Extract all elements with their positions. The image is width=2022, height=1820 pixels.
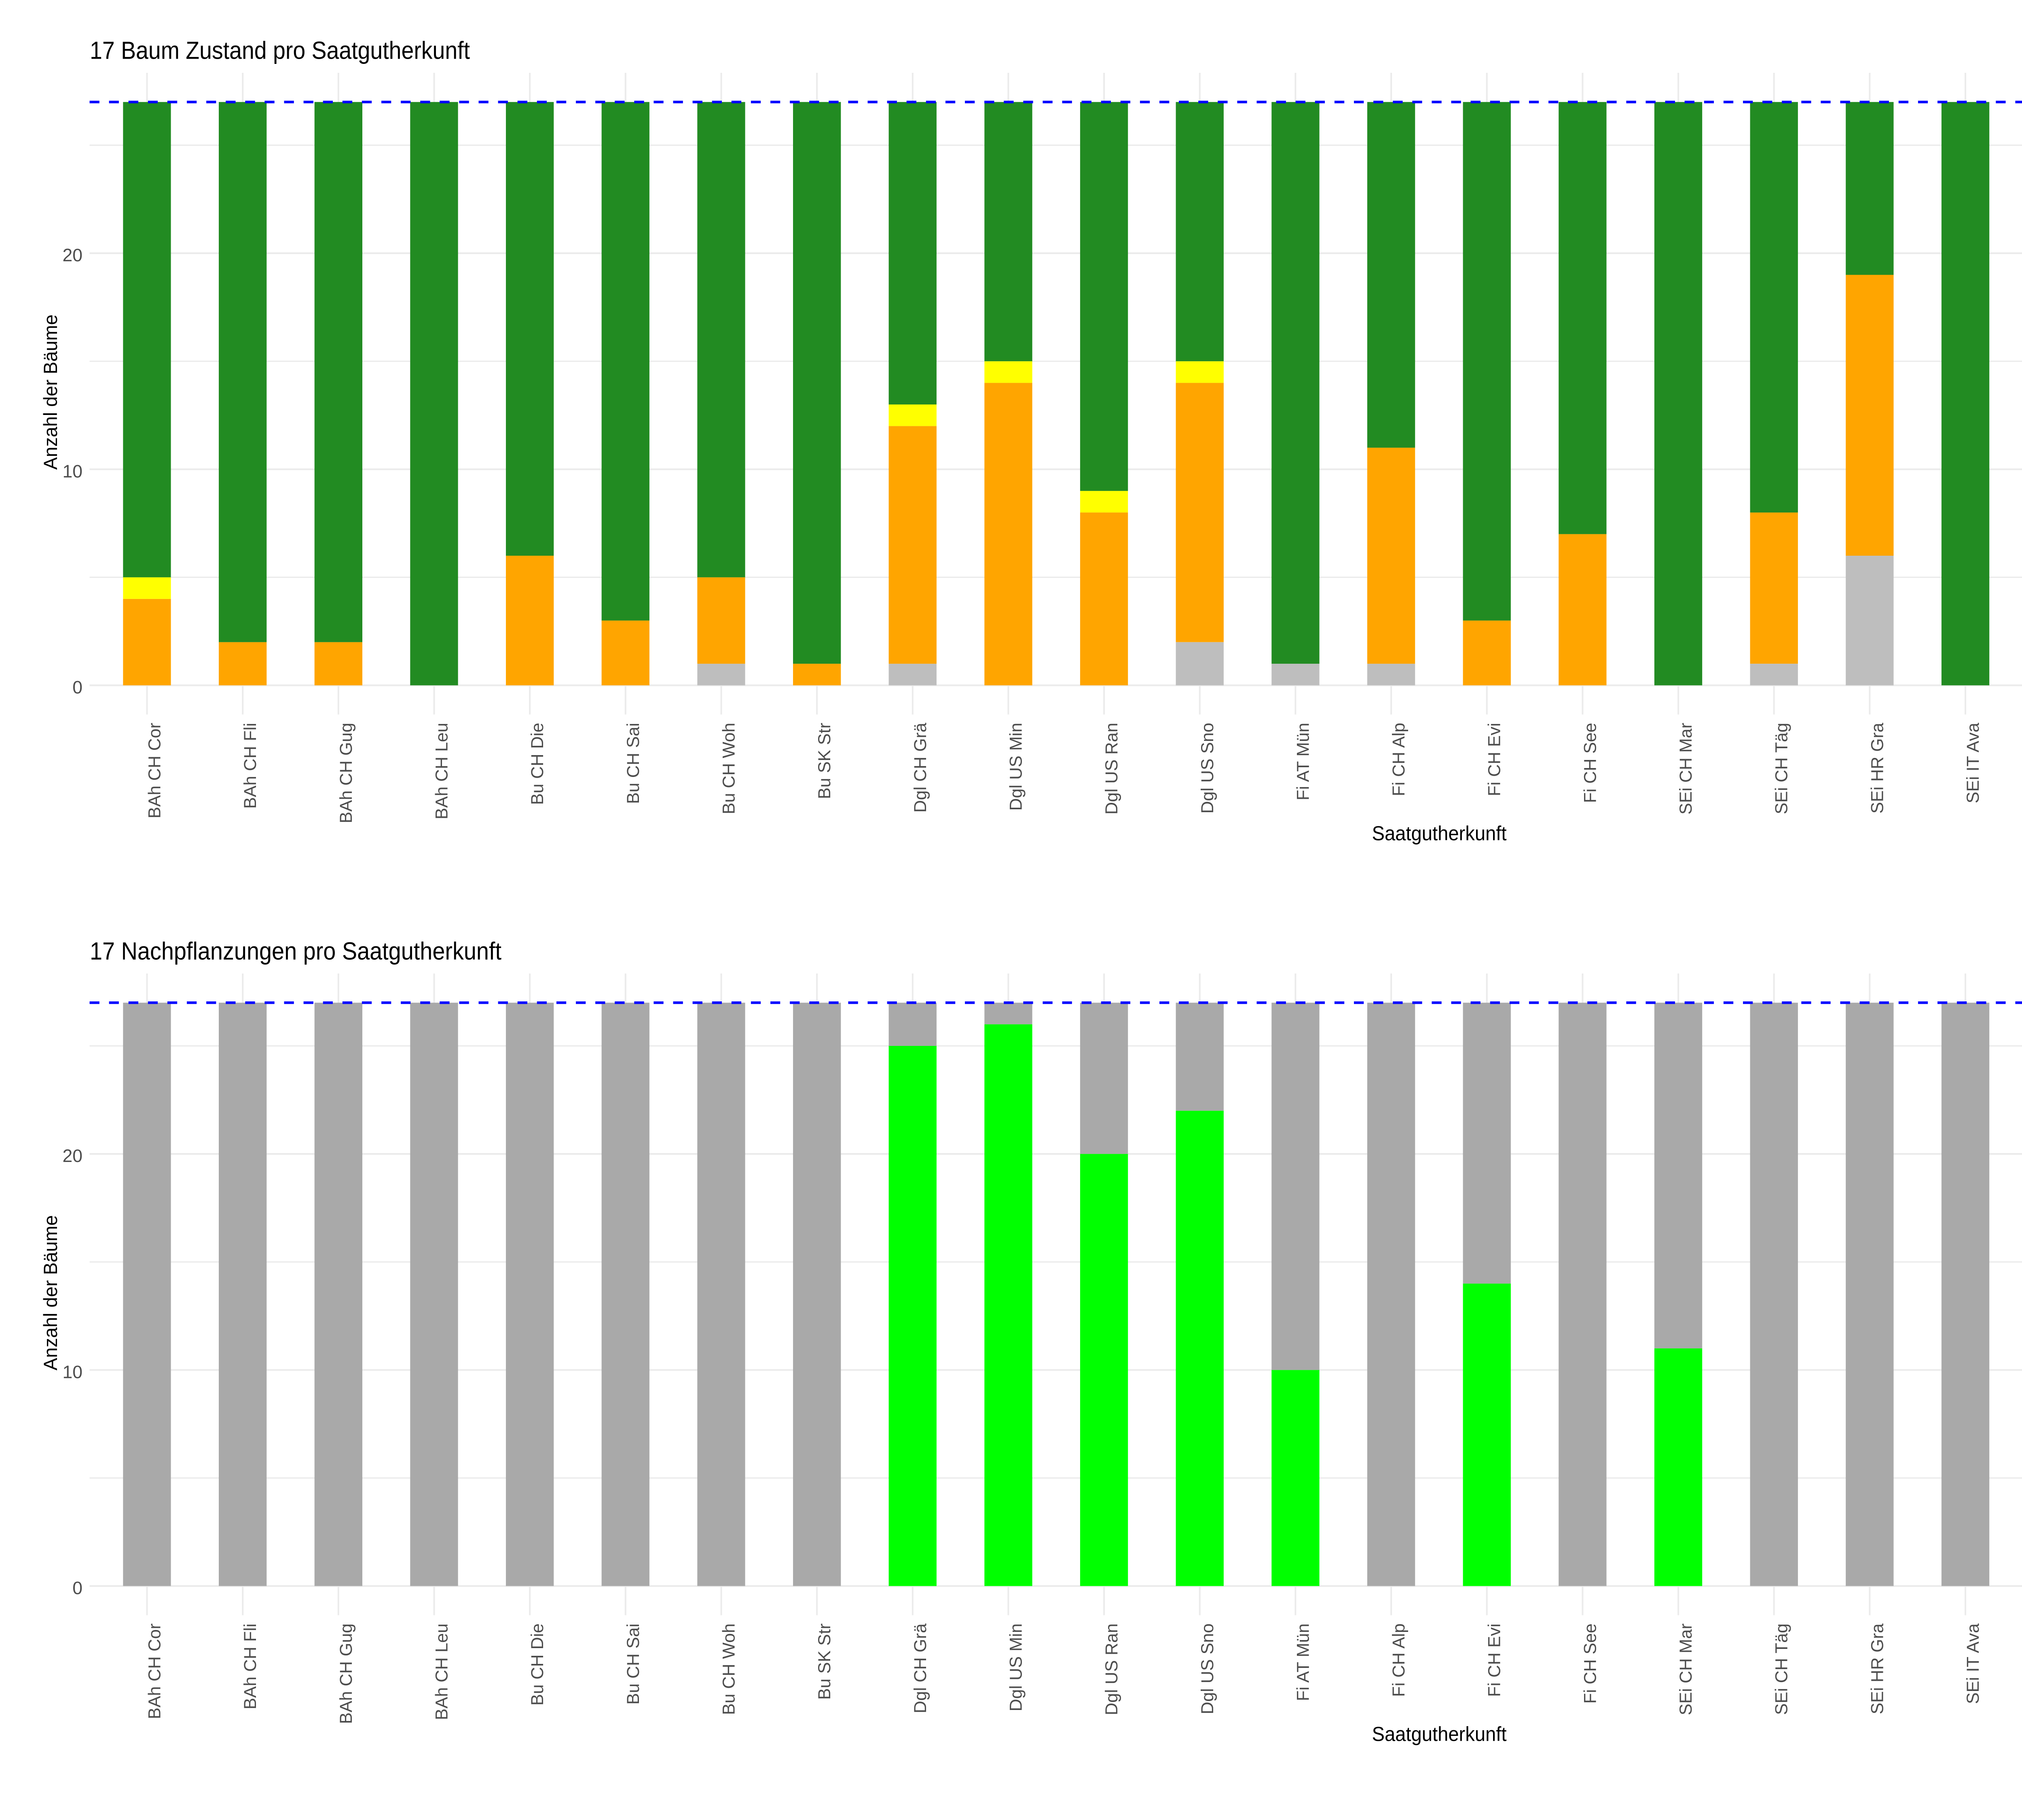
- svg-text:SEi HR Gra: SEi HR Gra: [1868, 723, 1887, 814]
- svg-text:BAh CH Cor: BAh CH Cor: [145, 723, 165, 819]
- svg-text:Fi CH Evi: Fi CH Evi: [1485, 1623, 1504, 1697]
- svg-text:Fi CH Evi: Fi CH Evi: [1485, 723, 1504, 796]
- svg-text:Dgl US Ran: Dgl US Ran: [1102, 723, 1121, 815]
- svg-text:Dgl US Min: Dgl US Min: [1006, 723, 1026, 811]
- svg-text:Fi CH Alp: Fi CH Alp: [1389, 1623, 1409, 1697]
- svg-text:Bu CH Die: Bu CH Die: [528, 723, 547, 805]
- svg-text:SEi HR Gra: SEi HR Gra: [1868, 1623, 1887, 1714]
- svg-text:SEi CH Täg: SEi CH Täg: [1772, 723, 1791, 814]
- svg-text:BAh CH Fli: BAh CH Fli: [241, 723, 260, 809]
- svg-text:17 Baum Zustand pro Saatguther: 17 Baum Zustand pro Saatgutherkunft: [90, 37, 470, 64]
- svg-text:SEi IT Ava: SEi IT Ava: [1963, 723, 1983, 803]
- svg-text:Dgl US Sno: Dgl US Sno: [1198, 723, 1217, 814]
- svg-text:Dgl US Min: Dgl US Min: [1006, 1623, 1026, 1711]
- svg-text:BAh CH Gug: BAh CH Gug: [336, 1623, 356, 1724]
- svg-text:0: 0: [72, 1579, 82, 1598]
- svg-text:Bu CH Sai: Bu CH Sai: [624, 723, 643, 804]
- svg-text:Dgl CH Grä: Dgl CH Grä: [911, 723, 930, 813]
- svg-text:Dgl US Sno: Dgl US Sno: [1198, 1623, 1217, 1714]
- svg-text:Saatgutherkunft: Saatgutherkunft: [1372, 822, 1507, 845]
- svg-text:SEi CH Mar: SEi CH Mar: [1676, 723, 1696, 815]
- svg-text:Fi CH Alp: Fi CH Alp: [1389, 723, 1409, 796]
- svg-text:17 Nachpflanzungen pro Saatgut: 17 Nachpflanzungen pro Saatgutherkunft: [90, 938, 501, 965]
- svg-text:Fi AT Mün: Fi AT Mün: [1293, 723, 1313, 800]
- svg-text:20: 20: [63, 245, 83, 265]
- svg-text:Bu CH Woh: Bu CH Woh: [719, 1623, 739, 1715]
- svg-text:Bu SK Str: Bu SK Str: [815, 1623, 834, 1700]
- svg-text:Bu CH Die: Bu CH Die: [528, 1623, 547, 1706]
- svg-text:Fi CH See: Fi CH See: [1580, 723, 1600, 803]
- svg-text:Saatgutherkunft: Saatgutherkunft: [1372, 1723, 1507, 1746]
- svg-text:BAh CH Fli: BAh CH Fli: [241, 1623, 260, 1710]
- svg-text:Fi CH See: Fi CH See: [1580, 1623, 1600, 1704]
- svg-text:SEi CH Mar: SEi CH Mar: [1676, 1623, 1696, 1715]
- svg-text:BAh CH Cor: BAh CH Cor: [145, 1623, 165, 1719]
- svg-text:Fi AT Mün: Fi AT Mün: [1293, 1623, 1313, 1701]
- svg-text:SEi IT Ava: SEi IT Ava: [1963, 1623, 1983, 1704]
- svg-text:BAh CH Gug: BAh CH Gug: [336, 723, 356, 823]
- svg-text:10: 10: [63, 461, 83, 481]
- svg-text:Anzahl der Bäume: Anzahl der Bäume: [40, 315, 61, 470]
- svg-text:Bu SK Str: Bu SK Str: [815, 723, 834, 799]
- svg-text:0: 0: [72, 678, 82, 698]
- svg-text:BAh CH Leu: BAh CH Leu: [432, 1623, 452, 1720]
- svg-text:Anzahl der Bäume: Anzahl der Bäume: [40, 1215, 61, 1371]
- svg-text:SEi CH Täg: SEi CH Täg: [1772, 1623, 1791, 1715]
- svg-text:Dgl US Ran: Dgl US Ran: [1102, 1623, 1121, 1715]
- svg-text:BAh CH Leu: BAh CH Leu: [432, 723, 452, 819]
- svg-text:Bu CH Woh: Bu CH Woh: [719, 723, 739, 814]
- svg-text:Dgl CH Grä: Dgl CH Grä: [911, 1623, 930, 1713]
- svg-text:20: 20: [63, 1146, 83, 1166]
- svg-text:10: 10: [63, 1362, 83, 1382]
- svg-text:Bu CH Sai: Bu CH Sai: [624, 1623, 643, 1705]
